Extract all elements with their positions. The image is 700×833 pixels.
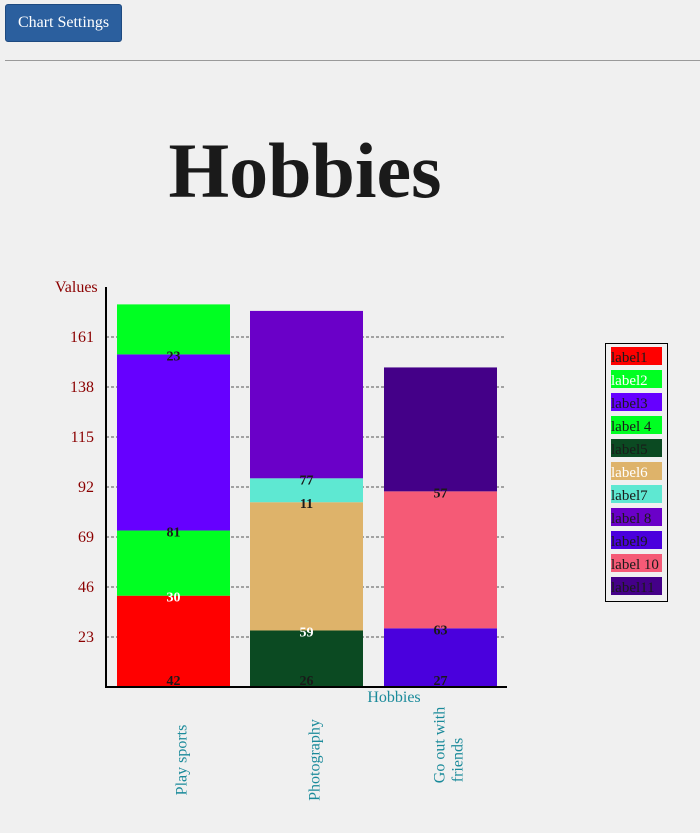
divider	[5, 60, 700, 61]
data-label: 11	[300, 497, 313, 512]
bar-segment	[117, 304, 230, 355]
data-label: 77	[300, 473, 314, 488]
y-tick-label: 46	[78, 579, 94, 596]
y-axis-title: Values	[55, 279, 98, 296]
bar-segment	[250, 478, 363, 503]
legend-swatch	[611, 554, 662, 572]
legend-swatch	[611, 462, 662, 480]
data-label: 59	[300, 625, 314, 640]
data-label: 63	[434, 623, 448, 638]
legend-swatch	[611, 347, 662, 365]
bar-segment	[250, 310, 363, 479]
x-tick-label: Play sports	[174, 725, 191, 796]
y-tick-label: 23	[78, 629, 94, 646]
x-axis-title: Hobbies	[367, 689, 420, 706]
legend-label: label 4	[611, 419, 652, 435]
chart-title: Hobbies	[168, 127, 441, 214]
legend-box	[605, 343, 668, 602]
data-label: 81	[167, 525, 181, 540]
legend-label: label9	[611, 534, 648, 550]
bar-segment	[250, 502, 363, 631]
bar-segment	[384, 491, 497, 629]
y-tick-label: 92	[78, 479, 94, 496]
y-tick-label: 138	[70, 379, 94, 396]
legend-swatch	[611, 531, 662, 549]
chart-settings-button[interactable]: Chart Settings	[5, 4, 122, 42]
bar-segment	[117, 530, 230, 596]
legend-label: label5	[611, 442, 648, 458]
legend-swatch	[611, 508, 662, 526]
legend-swatch	[611, 416, 662, 434]
legend-label: label11	[611, 580, 655, 596]
y-tick-label: 115	[71, 429, 94, 446]
data-label: 23	[167, 349, 181, 364]
legend-swatch	[611, 485, 662, 503]
legend-label: label6	[611, 465, 648, 481]
bar-segment	[384, 628, 497, 687]
bar-segment	[250, 630, 363, 687]
legend-label: label2	[611, 373, 648, 389]
legend-label: label7	[611, 488, 648, 504]
bar-segment	[384, 367, 497, 492]
legend-swatch	[611, 370, 662, 388]
x-tick-label: Go out with	[432, 707, 449, 783]
bar-segment	[117, 354, 230, 531]
legend-swatch	[611, 439, 662, 457]
legend-label: label1	[611, 350, 648, 366]
data-label: 57	[434, 486, 448, 501]
legend-label: label3	[611, 396, 648, 412]
legend-swatch	[611, 577, 662, 595]
data-label: 42	[167, 674, 181, 689]
legend-swatch	[611, 393, 662, 411]
legend-label: label 8	[611, 511, 651, 527]
legend-label: label 10	[611, 557, 659, 573]
bar-segment	[117, 595, 230, 687]
y-tick-label: 69	[78, 529, 94, 546]
data-label: 30	[167, 591, 181, 606]
data-label: 27	[434, 674, 448, 689]
x-tick-label: friends	[450, 738, 467, 782]
x-tick-label: Photography	[307, 719, 324, 801]
y-tick-label: 161	[70, 329, 94, 346]
data-label: 26	[300, 674, 314, 689]
